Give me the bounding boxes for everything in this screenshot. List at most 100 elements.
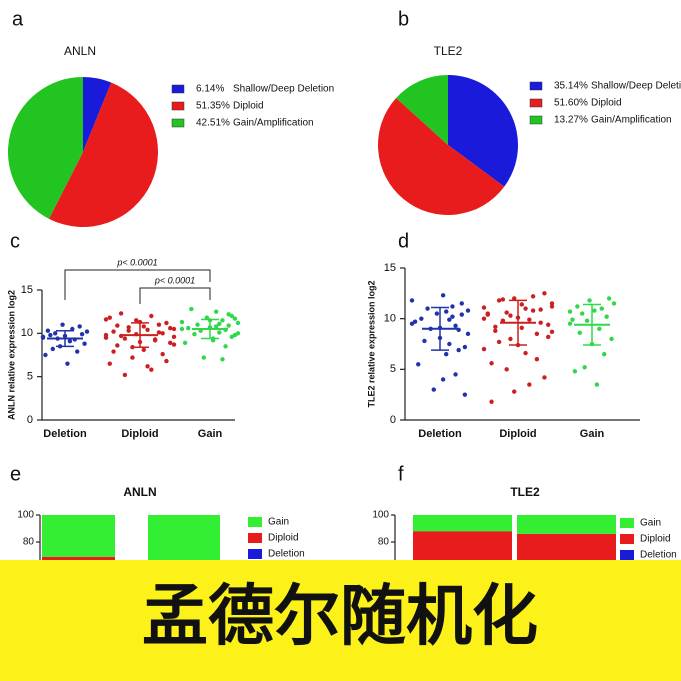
chart-title: TLE2	[434, 44, 463, 58]
data-point	[192, 332, 197, 337]
legend-swatch	[248, 517, 262, 527]
data-point	[599, 306, 604, 311]
legend-swatch	[529, 115, 543, 125]
data-point	[189, 306, 194, 312]
x-tick-label: Gain	[198, 428, 223, 440]
y-tick-label: 15	[21, 284, 33, 296]
axis	[41, 290, 235, 421]
data-point	[444, 351, 449, 357]
data-point	[179, 326, 185, 332]
data-point	[462, 344, 468, 350]
panel-letter: c	[10, 230, 20, 252]
legend-label: Deletion	[268, 549, 305, 560]
data-point	[504, 310, 509, 315]
legend-swatch	[620, 534, 634, 544]
data-point	[416, 362, 421, 367]
data-point	[496, 298, 502, 303]
data-point	[409, 298, 415, 303]
x-tick-label: Gain	[580, 428, 605, 440]
legend-swatch	[529, 81, 543, 91]
data-point	[168, 340, 173, 346]
data-point	[164, 320, 169, 326]
data-point	[447, 317, 452, 322]
data-point	[217, 321, 222, 326]
data-point	[519, 302, 524, 307]
data-point	[220, 357, 225, 362]
data-point	[496, 339, 502, 345]
data-point	[103, 335, 109, 340]
data-point	[126, 325, 131, 330]
data-point	[145, 327, 150, 333]
data-point	[53, 331, 58, 336]
data-point	[40, 334, 46, 339]
panel-letter: b	[398, 8, 409, 30]
data-point	[602, 351, 607, 357]
data-point	[145, 364, 150, 369]
data-point	[171, 326, 177, 332]
data-point	[493, 324, 498, 329]
sd-bar	[201, 318, 219, 340]
data-point	[450, 314, 455, 319]
data-point	[107, 361, 112, 366]
data-point	[572, 369, 578, 374]
data-point	[179, 319, 185, 325]
data-point	[84, 329, 90, 334]
bar-segment	[413, 515, 512, 532]
data-point	[450, 304, 455, 309]
legend-label: Gain/Amplification	[233, 118, 314, 129]
data-point	[77, 324, 82, 329]
pie-slice	[378, 97, 505, 215]
sd-bar	[431, 306, 449, 351]
data-point	[567, 321, 573, 326]
data-point	[182, 340, 188, 346]
pie-slice	[8, 77, 84, 219]
bar-segment	[42, 515, 115, 557]
legend-value: 51.60%	[554, 98, 588, 109]
data-point	[412, 319, 418, 324]
x-tick-label: Diploid	[121, 428, 158, 440]
data-point	[606, 296, 612, 301]
y-axis-label: ANLN relative expression log2	[6, 290, 16, 420]
data-point	[156, 322, 162, 327]
data-point	[530, 294, 536, 299]
data-point	[462, 392, 468, 397]
data-point	[235, 331, 241, 336]
data-point	[60, 322, 65, 327]
data-point	[459, 301, 464, 306]
y-tick-label: 80	[378, 537, 390, 548]
data-point	[485, 312, 490, 317]
legend-swatch	[171, 118, 185, 128]
data-point	[160, 331, 165, 336]
data-point	[419, 316, 424, 321]
data-point	[584, 318, 590, 323]
panel-letter: d	[398, 230, 409, 252]
legend-label: Gain/Amplification	[591, 115, 672, 126]
data-point	[549, 304, 555, 309]
data-point	[594, 382, 600, 387]
data-point	[440, 293, 446, 298]
data-point	[65, 361, 70, 366]
data-point	[447, 341, 452, 347]
data-point	[111, 349, 116, 354]
y-tick-label: 5	[27, 371, 33, 383]
annotation: p< 0.0001	[116, 257, 157, 267]
data-point	[575, 304, 580, 309]
data-point	[214, 324, 219, 329]
data-point	[577, 330, 582, 336]
data-point	[82, 341, 87, 346]
legend-swatch	[171, 101, 185, 111]
data-point	[519, 325, 524, 330]
data-point	[444, 309, 449, 314]
y-axis-label: TLE2 relative expression log2	[366, 280, 376, 407]
data-point	[534, 331, 540, 337]
data-point	[582, 365, 587, 370]
data-point	[75, 349, 80, 354]
banner-text: 孟德尔随机化	[142, 578, 538, 652]
data-point	[223, 344, 228, 349]
data-point	[609, 336, 614, 342]
data-point	[597, 326, 602, 331]
x-tick-label: Diploid	[499, 428, 536, 440]
data-point	[453, 323, 458, 328]
legend-label: Deletion	[640, 550, 677, 561]
